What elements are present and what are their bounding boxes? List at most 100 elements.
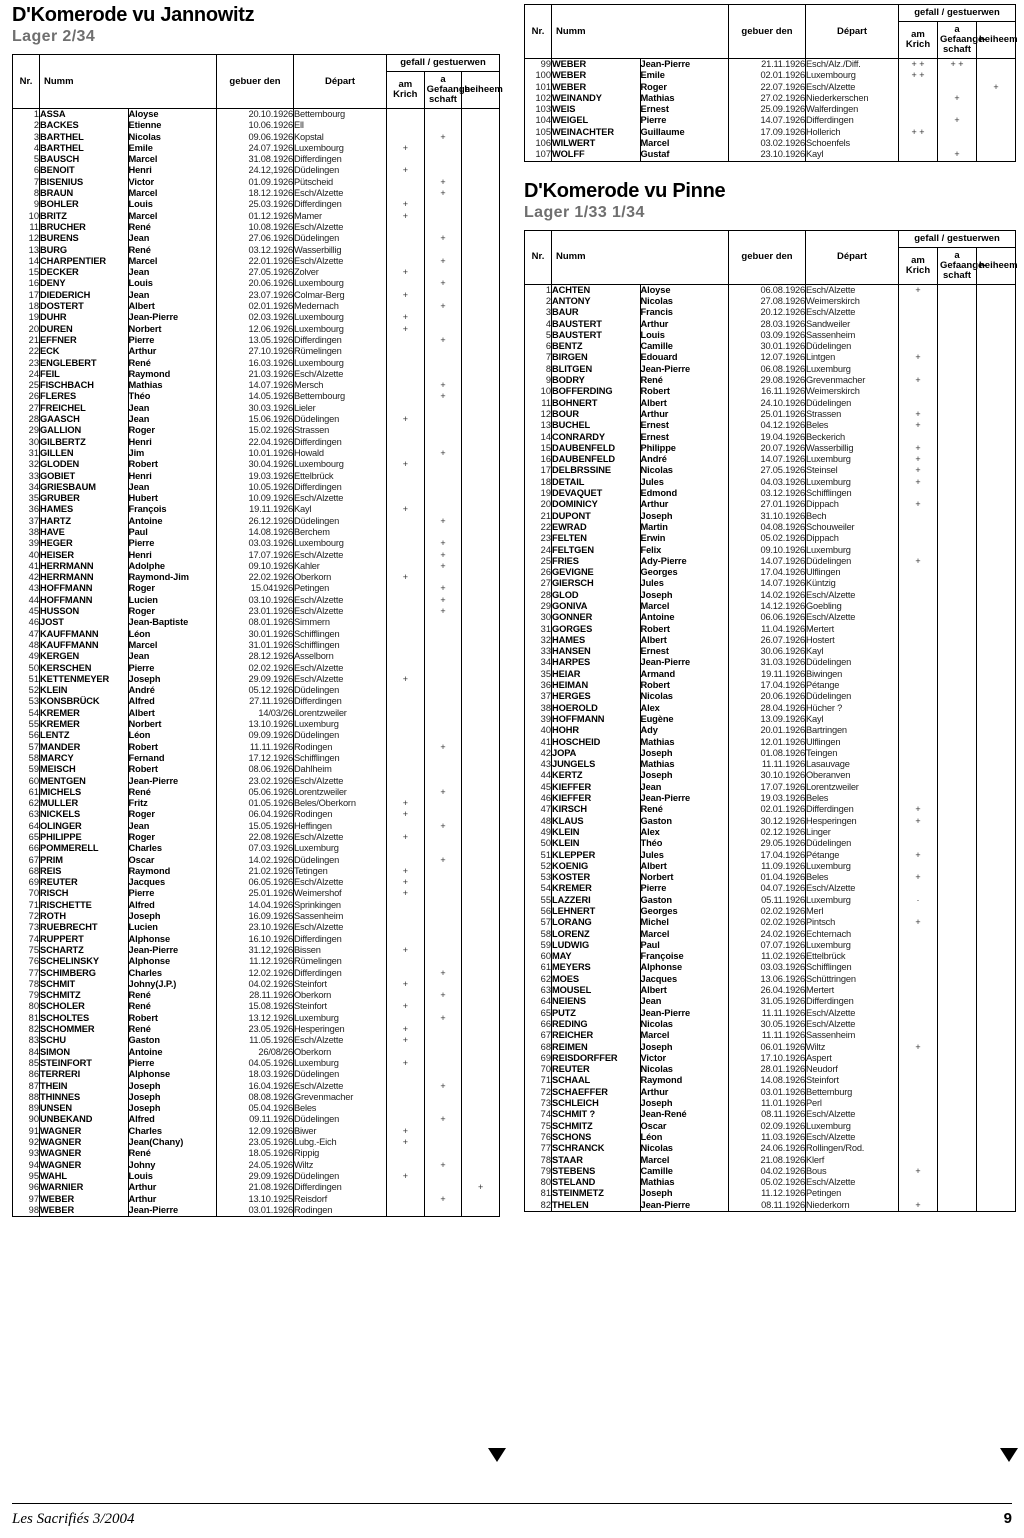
table-row: 15 DAUBENFELD Philippe 20.07.1926 Wasserbill… bbox=[524, 442, 1016, 455]
table-row: 38 HAVE Paul 14.08.1926 Berchem bbox=[12, 526, 500, 539]
cell-heiheem bbox=[461, 368, 500, 381]
cell-heiheem bbox=[461, 504, 500, 516]
cell-surname: BODRY bbox=[551, 375, 641, 387]
cell-heiheem bbox=[976, 1154, 1016, 1166]
cell-birthdate: 28.11.1926 bbox=[216, 990, 294, 1002]
cell-nr: 62 bbox=[524, 973, 552, 986]
cell-am-krich bbox=[898, 1120, 938, 1132]
cell-gefaangeschaft bbox=[937, 295, 977, 308]
cell-heiheem bbox=[976, 906, 1016, 918]
cell-firstname: Charles bbox=[128, 843, 217, 855]
cell-surname: GORGES bbox=[551, 623, 641, 635]
cell-birthdate: 10.09.1926 bbox=[216, 493, 294, 505]
cell-birthdate: 22.08.1926 bbox=[216, 832, 294, 844]
cell-firstname: Roger bbox=[128, 809, 217, 821]
table-row: 52 KOENIG Albert 11.09.1926 Luxemburg bbox=[524, 860, 1016, 873]
cell-firstname: Marcel bbox=[128, 255, 217, 268]
table-row: 95 WAHL Louis 29.09.1926 Düdelingen + bbox=[12, 1170, 500, 1183]
cell-am-krich: + bbox=[386, 944, 425, 957]
table-row: 49 KLEIN Alex 02.12.1926 Linger bbox=[524, 826, 1016, 839]
cell-gefaangeschaft bbox=[937, 1188, 977, 1200]
cell-am-krich bbox=[898, 510, 938, 522]
cell-heiheem bbox=[461, 990, 500, 1002]
cell-depart: Medernach bbox=[293, 301, 387, 313]
table-row: 18 DETAIL Jules 04.03.1926 Luxemburg + bbox=[524, 476, 1016, 489]
cell-birthdate: 08.08.1926 bbox=[216, 1091, 294, 1104]
cell-heiheem bbox=[976, 623, 1016, 635]
cell-firstname: Victor bbox=[640, 1052, 729, 1065]
cell-heiheem bbox=[461, 617, 500, 629]
cell-depart: Strassen bbox=[293, 425, 387, 437]
cell-am-krich: + bbox=[386, 142, 425, 155]
cell-am-krich bbox=[386, 1103, 425, 1115]
table-row: 23 FELTEN Erwin 05.02.1926 Dippach bbox=[524, 533, 1016, 545]
cell-surname: MAY bbox=[551, 951, 641, 963]
col-header-am-krich: am Krich bbox=[898, 246, 938, 285]
cell-firstname: Raymond-Jim bbox=[128, 572, 217, 584]
cell-am-krich bbox=[386, 526, 425, 539]
cell-heiheem bbox=[461, 583, 500, 595]
cell-surname: EFFNER bbox=[39, 334, 129, 347]
cell-surname: STEBENS bbox=[551, 1165, 641, 1178]
cell-heiheem bbox=[976, 951, 1016, 963]
cell-surname: HOEROLD bbox=[551, 702, 641, 714]
cell-depart: Oberkorn bbox=[293, 990, 387, 1002]
cell-surname: DELBRSSINE bbox=[551, 465, 641, 477]
cell-firstname: François bbox=[128, 504, 217, 516]
cell-heiheem bbox=[461, 323, 500, 335]
cell-nr: 15 bbox=[524, 442, 552, 455]
cell-birthdate: 30.06.1926 bbox=[728, 646, 806, 658]
cell-nr: 28 bbox=[524, 589, 552, 601]
cell-depart: Esch/Alzette bbox=[805, 1109, 899, 1121]
cell-gefaangeschaft: + bbox=[423, 854, 463, 866]
cell-depart: Esch/Alzette bbox=[293, 493, 387, 505]
cell-heiheem bbox=[461, 154, 500, 166]
cell-gefaangeschaft bbox=[423, 1125, 463, 1138]
cell-heiheem bbox=[461, 843, 500, 855]
cell-nr: 10 bbox=[12, 210, 40, 222]
cell-nr: 29 bbox=[12, 425, 40, 437]
cell-am-krich: + bbox=[898, 465, 938, 477]
cell-surname: DETAIL bbox=[551, 476, 641, 489]
cell-nr: 83 bbox=[12, 1035, 40, 1047]
cell-birthdate: 27.10.1926 bbox=[216, 346, 294, 358]
cell-firstname: Jean bbox=[128, 481, 217, 494]
cell-firstname: René bbox=[128, 1001, 217, 1013]
cell-heiheem bbox=[976, 939, 1016, 952]
cell-nr: 95 bbox=[12, 1170, 40, 1183]
cell-firstname: Louis bbox=[128, 1170, 217, 1183]
cell-nr: 107 bbox=[524, 149, 552, 162]
cell-am-krich: + + bbox=[898, 70, 938, 82]
cell-nr: 105 bbox=[524, 126, 552, 139]
cell-gefaangeschaft bbox=[937, 1052, 977, 1065]
cell-am-krich bbox=[898, 725, 938, 737]
cell-firstname: Lucien bbox=[128, 922, 217, 934]
cell-firstname: Henri bbox=[128, 470, 217, 482]
cell-heiheem bbox=[976, 781, 1016, 794]
cell-surname: BISENIUS bbox=[39, 176, 129, 189]
cell-am-krich: + bbox=[386, 572, 425, 584]
cell-firstname: René bbox=[128, 244, 217, 256]
cell-birthdate: 02.01.1926 bbox=[728, 70, 806, 82]
cell-depart: Teingen bbox=[805, 747, 899, 760]
cell-heiheem bbox=[461, 278, 500, 290]
cell-nr: 101 bbox=[524, 81, 552, 93]
cell-surname: KIEFFER bbox=[551, 793, 641, 805]
cell-surname: UNSEN bbox=[39, 1103, 129, 1115]
cell-depart: Luxemburg bbox=[805, 476, 899, 489]
cell-gefaangeschaft: + bbox=[423, 583, 463, 595]
table-row: 17 DIEDERICH Jean 23.07.1926 Colmar-Berg + bbox=[12, 289, 500, 302]
table-row: 9 BOHLER Louis 25.03.1926 Differdingen + bbox=[12, 199, 500, 211]
cell-firstname: Gaston bbox=[640, 894, 729, 906]
cell-heiheem bbox=[976, 431, 1016, 443]
cell-firstname: Jean-Pierre bbox=[128, 944, 217, 957]
cell-birthdate: 15.05.1926 bbox=[216, 820, 294, 832]
cell-firstname: Jean-Pierre bbox=[640, 1007, 729, 1019]
cell-firstname: Alfred bbox=[128, 696, 217, 708]
cell-depart: Luxemburg bbox=[293, 1057, 387, 1070]
cell-gefaangeschaft: + bbox=[423, 301, 463, 313]
cell-firstname: Alphonse bbox=[640, 962, 729, 974]
cell-firstname: Ernest bbox=[640, 646, 729, 658]
cell-heiheem bbox=[461, 176, 500, 189]
cell-birthdate: 05.11.1926 bbox=[728, 894, 806, 906]
